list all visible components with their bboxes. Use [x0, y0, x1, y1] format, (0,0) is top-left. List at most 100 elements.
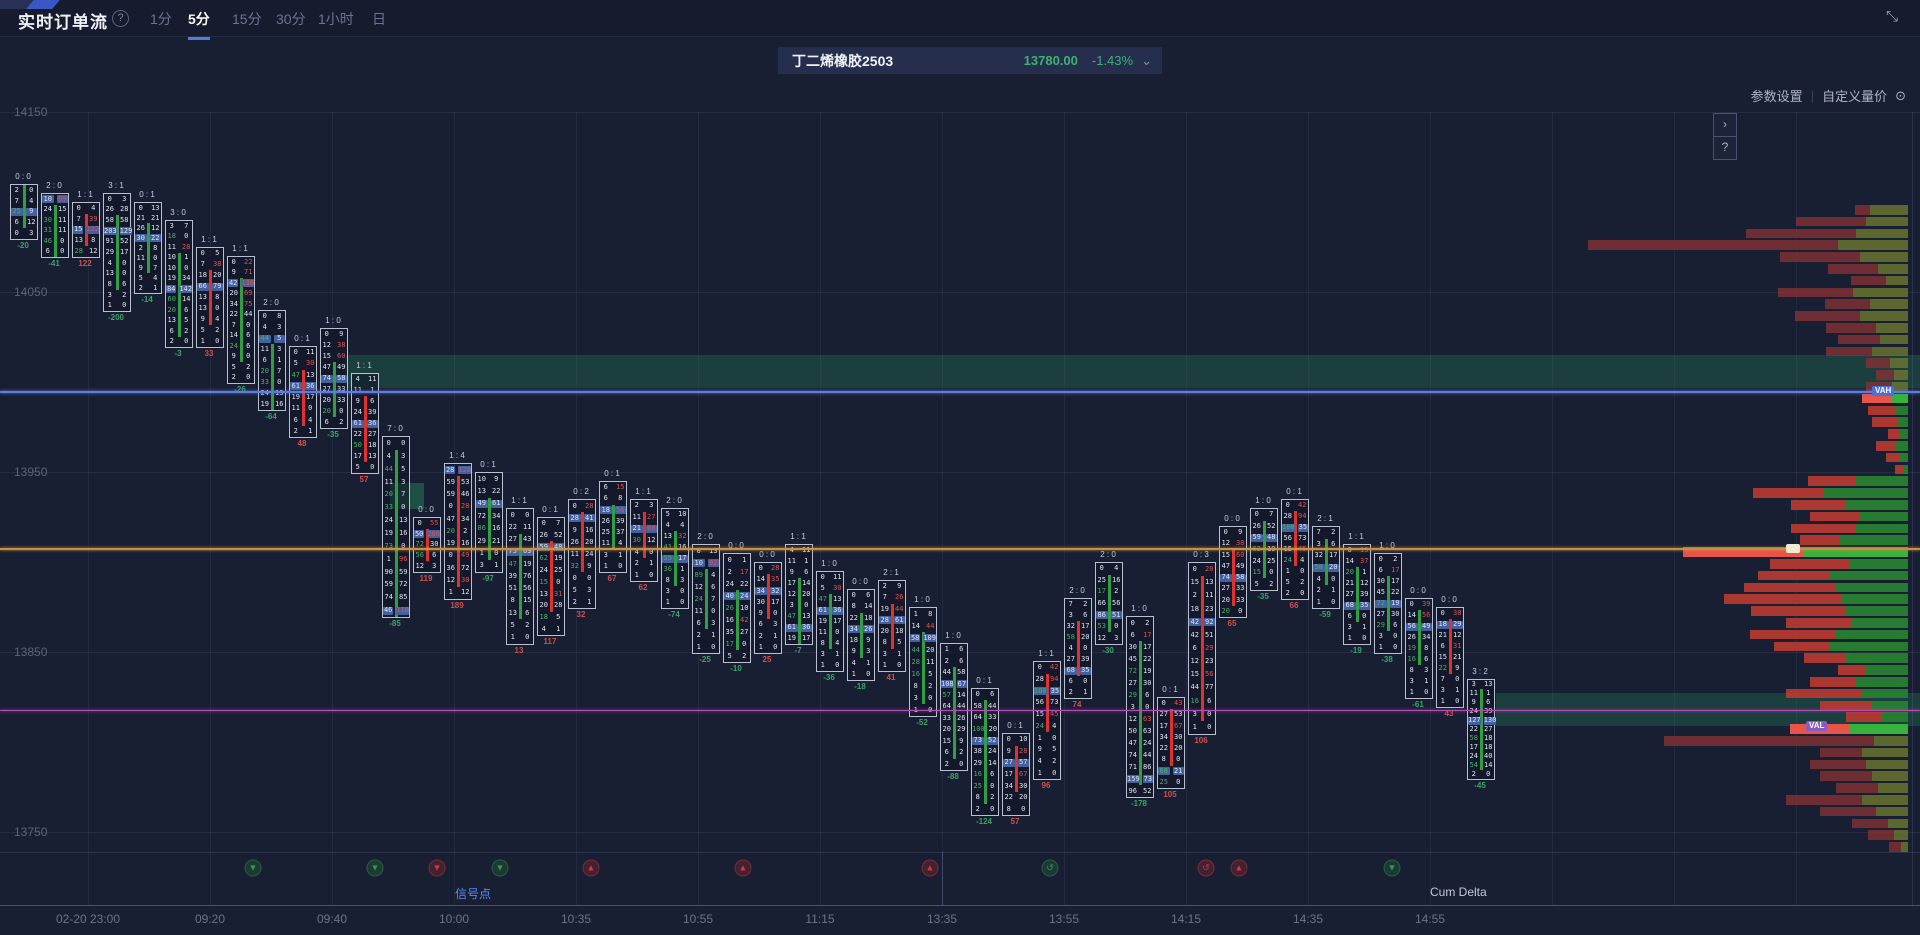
signal-up-arrow-icon: ▲: [921, 859, 939, 877]
volume-profile-row: [1826, 346, 1908, 357]
collapse-icon[interactable]: ⤡: [1885, 8, 1898, 25]
bid-ask-row: 10 0: [167, 263, 189, 272]
volume-profile-row: [1862, 393, 1908, 404]
candle-body-up: [580, 512, 584, 572]
candle-delta-label: -20: [17, 241, 29, 250]
bid-ask-row: 25 9: [11, 207, 37, 218]
vah-line: [0, 391, 1920, 393]
instrument-selector[interactable]: 丁二烯橡胶2503 13780.00 -1.43% ⌄: [778, 47, 1162, 74]
price-axis-label: 14050: [14, 285, 48, 299]
bid-ask-row: 27 39: [1066, 655, 1090, 663]
bid-ask-row: 59 48: [1251, 533, 1277, 542]
time-gridline: [942, 112, 943, 905]
volume-profile-row: [1795, 311, 1908, 321]
bid-ask-row: 21 21: [136, 213, 160, 222]
bid-ask-row: 59 48: [538, 542, 564, 552]
signal-down-arrow-icon: ▼: [1383, 859, 1401, 877]
bid-ask-row: 84 142: [166, 284, 192, 294]
price-gridline: [0, 472, 1920, 473]
custom-volume-price-button[interactable]: 自定义量价: [1822, 89, 1888, 104]
bid-ask-row: 0 11: [820, 573, 842, 581]
bid-ask-row: 45 22: [1376, 588, 1400, 596]
candle-body-down: [239, 278, 243, 362]
chevron-down-icon[interactable]: ⌄: [1141, 52, 1152, 68]
footprint-candle: 1 : 0 0 2 6 17 30 17 45 22 72 19 27 30 29 6 3 0 12 63 50 63 4…: [1126, 604, 1154, 808]
volume-profile-row: [1786, 688, 1908, 699]
candle-imbalance-header: 7 : 0: [387, 424, 403, 433]
signal-pane-label[interactable]: 信号点: [455, 887, 492, 901]
bid-ask-row: 203 129: [104, 226, 133, 236]
chart-area[interactable]: 14150 14050 13950 13850 13750 02-20 23:00 09:2…: [0, 74, 1920, 935]
volume-profile-row: [1855, 205, 1908, 215]
bid-ask-row: 18 5: [539, 612, 561, 621]
bid-ask-row: 14 6: [229, 331, 251, 340]
volume-profile-row: [1664, 736, 1908, 746]
bid-ask-row: 11 0: [694, 606, 716, 615]
candle-box: 4 11 11 1 9 6 24 39 61 36 22 27 50 18 17 13 5 0: [351, 373, 379, 474]
bid-ask-row: 29 17: [105, 248, 129, 257]
profile-sell-bar: [1820, 700, 1872, 711]
candle-imbalance-header: 1 : 1: [511, 496, 527, 505]
tab-15min[interactable]: 15分: [232, 11, 262, 27]
bid-ask-row: 74 58: [1220, 573, 1246, 582]
bid-ask-row: 20 7: [260, 367, 282, 375]
bid-ask-row: 20 29: [942, 725, 966, 734]
profile-buy-bar: [1866, 759, 1908, 770]
bid-ask-row: 19 16: [260, 400, 284, 408]
tab-5min[interactable]: 5分: [188, 9, 210, 40]
candle-imbalance-header: 1 : 0: [945, 631, 961, 640]
bid-ask-row: 86 16: [477, 524, 501, 533]
profile-buy-bar: [1850, 559, 1908, 569]
tab-1min[interactable]: 1分: [150, 11, 172, 27]
candle-box: 3 13 11 1 9 6 24 39 127 130 22 27 58 18 17 18 24 40 54 14 2 0: [1467, 679, 1497, 780]
bid-ask-row: 26 20: [570, 537, 594, 546]
bid-ask-row: 41 16: [663, 543, 687, 551]
tab-30min[interactable]: 30分: [276, 11, 306, 27]
footprint-candle: 2 : 0 0 8 4 3 44 5 11 3 6 1 20 7 33 0 24 13 19 16 -64: [258, 298, 286, 421]
footprint-candle: 1 : 1 0 5 7 38 18 20 66 79 13 8 13 0 9 4 5 2 1 0 33: [196, 235, 224, 358]
bid-ask-row: 32 17: [1314, 551, 1338, 560]
bid-ask-row: 47 13: [818, 595, 842, 603]
help-icon[interactable]: ?: [112, 10, 129, 27]
candle-box: 0 1 2 17 24 22 40 24 26 10 16 42 35 27 17 0 5 2: [723, 553, 751, 663]
expand-panel-button[interactable]: ›: [1713, 113, 1737, 137]
tab-day[interactable]: 日: [372, 11, 386, 27]
footprint-candle: 1 : 1 0 15 14 37 20 1 21 12 27 39 68 35 6 0 3 1 1 0 -19: [1343, 532, 1371, 655]
poc-marker: [1786, 544, 1800, 553]
footprint-candle: 3 : 2 3 13 11 1 9 6 24 39 127 130 22 27 58 18 17 18 24 40 5…: [1467, 667, 1497, 790]
footprint-candle: 0 : 0 0 6 8 14 22 18 34 26 18 9 9 3 4 1 1 0 -18: [847, 577, 875, 691]
profile-buy-bar: [1882, 712, 1908, 722]
footprint-candle: 0 : 2 0 28 28 41 9 16 26 20 11 24 32 9 0 0 5 3 2 1 32: [568, 487, 596, 619]
candle-box: 2 0 7 4 25 9 6 12 0 3: [10, 184, 38, 240]
profile-buy-bar: [1856, 228, 1908, 239]
bid-ask-row: 51 56: [508, 584, 532, 593]
footprint-candle: 1 : 1 0 42 28 94 100 35 56 73 15 45 24 4 1 0 9 5 4 2 1 0 96: [1033, 649, 1061, 790]
bid-ask-row: 22 18: [849, 613, 873, 622]
candle-imbalance-header: 2 : 0: [1100, 550, 1116, 559]
bid-ask-row: 6 29: [1192, 644, 1214, 653]
candle-box: 10 9 13 22 49 61 72 34 86 16 29 21 1 0 3 1: [475, 472, 503, 573]
panel-help-button[interactable]: ?: [1713, 136, 1737, 160]
bid-ask-row: 22 9: [1438, 664, 1460, 672]
bid-ask-row: 0 13: [696, 546, 718, 555]
gear-icon[interactable]: ⊙: [1895, 87, 1906, 103]
bid-ask-row: 58 20: [1313, 563, 1339, 572]
tab-1hour[interactable]: 1小时: [318, 11, 354, 27]
bid-ask-row: 60 14: [167, 295, 191, 304]
bid-ask-row: 30 11: [43, 215, 67, 224]
settings-button[interactable]: 参数设置: [1750, 89, 1803, 104]
